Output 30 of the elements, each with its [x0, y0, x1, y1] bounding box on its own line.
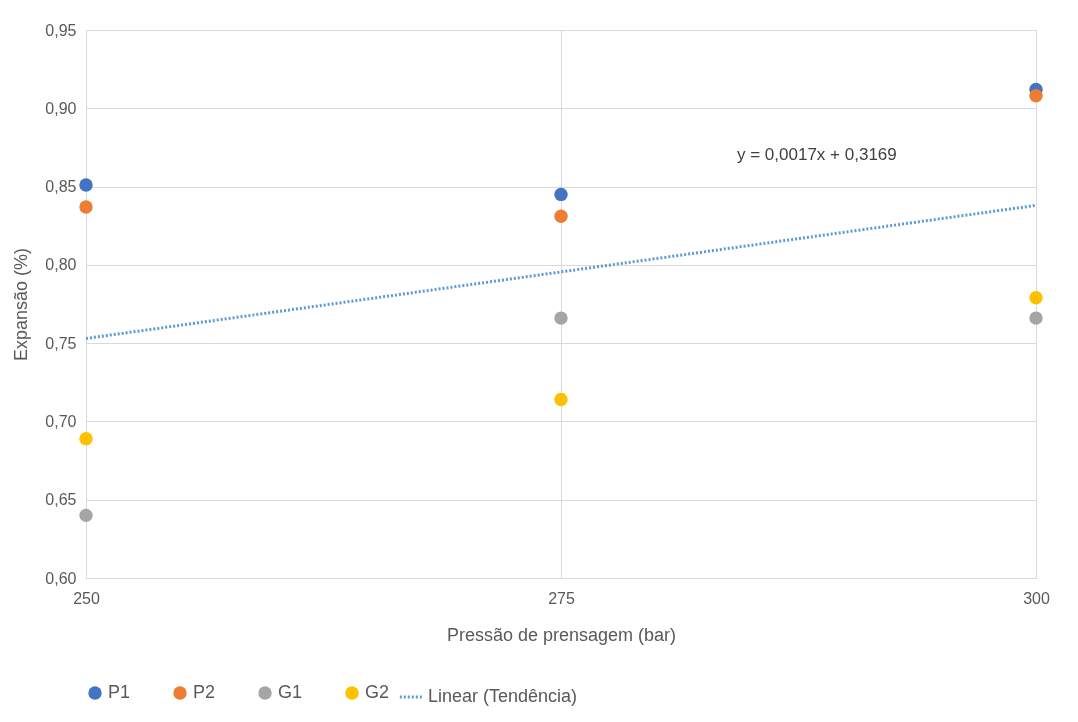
y-tick-label: 0,90: [45, 99, 77, 117]
y-tick-label: 0,70: [45, 412, 77, 430]
x-tick-label: 250: [73, 589, 100, 607]
y-tick-label: 0,80: [45, 256, 77, 274]
point: [1029, 291, 1043, 305]
x-tick-label: 300: [1023, 589, 1050, 607]
y-axis-title: Expansão (%): [11, 247, 32, 362]
annotation: y = 0,0017x + 0,3169: [737, 145, 897, 164]
legend-label: Linear (Tendência): [428, 686, 578, 706]
x-tick-label: 275: [548, 589, 575, 607]
x-axis-title: Pressão de prensagem (bar): [446, 624, 677, 645]
point: [554, 311, 568, 325]
y-tick-label: 0,60: [45, 569, 77, 587]
legend-label: G1: [278, 682, 303, 702]
y-tick-label: 0,65: [45, 491, 77, 509]
point: [79, 178, 93, 192]
y-tick-label: 0,85: [45, 178, 77, 196]
point: [79, 508, 93, 523]
point: [554, 209, 568, 224]
y-tick-label: 0,75: [45, 334, 77, 352]
legend-label: P2: [193, 682, 216, 702]
point: [554, 392, 568, 407]
point: [1029, 311, 1043, 325]
y-tick-label: 0,95: [45, 21, 77, 39]
legend-label: P1: [108, 682, 131, 702]
point: [79, 200, 93, 214]
legend-label: G2: [365, 682, 390, 702]
point: [79, 431, 93, 446]
point: [554, 187, 568, 202]
point: [1029, 89, 1043, 103]
